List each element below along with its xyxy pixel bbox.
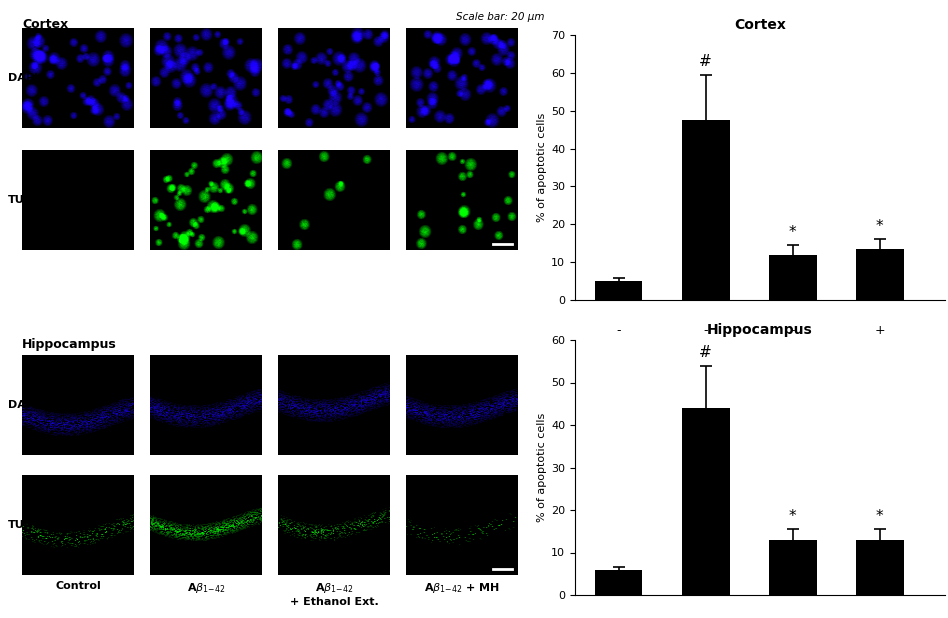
- Text: A$\beta_{1\mathsf{-}42}$: A$\beta_{1\mathsf{-}42}$: [315, 581, 354, 595]
- Text: Control: Control: [55, 581, 100, 591]
- Bar: [856, 249, 903, 300]
- Text: TUNEL: TUNEL: [8, 520, 48, 530]
- Title: Hippocampus: Hippocampus: [707, 323, 812, 337]
- Text: -: -: [878, 346, 882, 360]
- Text: *: *: [876, 509, 884, 524]
- Text: + Ethanol Ext.: + Ethanol Ext.: [290, 597, 378, 607]
- Bar: [769, 255, 816, 300]
- Text: Scale bar: 20 μm: Scale bar: 20 μm: [457, 12, 545, 22]
- Text: +: +: [788, 346, 798, 360]
- Title: Cortex: Cortex: [734, 19, 786, 32]
- Bar: [769, 540, 816, 595]
- Text: A$\beta_{1\mathsf{-}42}$ + MH: A$\beta_{1\mathsf{-}42}$ + MH: [424, 581, 500, 595]
- Text: TUNEL: TUNEL: [8, 195, 48, 205]
- Text: -: -: [703, 346, 708, 360]
- Text: -: -: [703, 324, 708, 337]
- Text: DAPI: DAPI: [8, 400, 38, 410]
- Text: #: #: [700, 54, 712, 69]
- Text: #: #: [700, 345, 712, 360]
- Text: DAPI: DAPI: [8, 73, 38, 83]
- Y-axis label: % of apoptotic cells: % of apoptotic cells: [537, 413, 547, 522]
- Bar: [594, 570, 643, 595]
- Text: -: -: [616, 346, 621, 360]
- Bar: [682, 408, 730, 595]
- Bar: [682, 120, 730, 300]
- Text: +: +: [874, 324, 885, 337]
- Text: Cortex: Cortex: [22, 18, 68, 31]
- Text: -: -: [791, 324, 794, 337]
- Y-axis label: % of apoptotic cells: % of apoptotic cells: [537, 113, 547, 222]
- Text: A$\beta_{1\mathsf{-}42}$: A$\beta_{1\mathsf{-}42}$: [187, 581, 225, 595]
- Text: *: *: [789, 225, 796, 240]
- Bar: [594, 281, 643, 300]
- Text: Hippocampus: Hippocampus: [22, 338, 117, 351]
- Bar: [856, 540, 903, 595]
- Text: -: -: [616, 324, 621, 337]
- Text: *: *: [876, 219, 884, 234]
- Text: *: *: [789, 509, 796, 524]
